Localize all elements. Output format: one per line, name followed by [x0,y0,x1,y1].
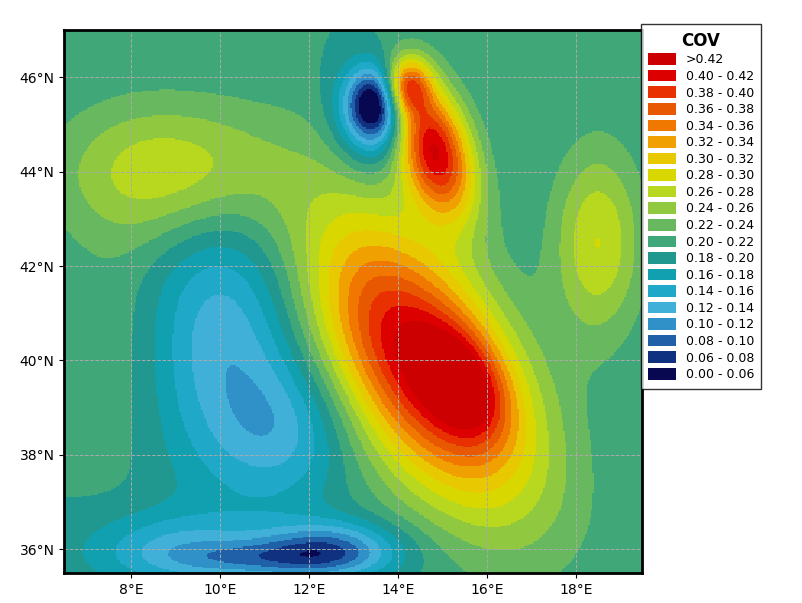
Legend: >0.42, 0.40 - 0.42, 0.38 - 0.40, 0.36 - 0.38, 0.34 - 0.36, 0.32 - 0.34, 0.30 - 0: >0.42, 0.40 - 0.42, 0.38 - 0.40, 0.36 - … [640,24,760,388]
